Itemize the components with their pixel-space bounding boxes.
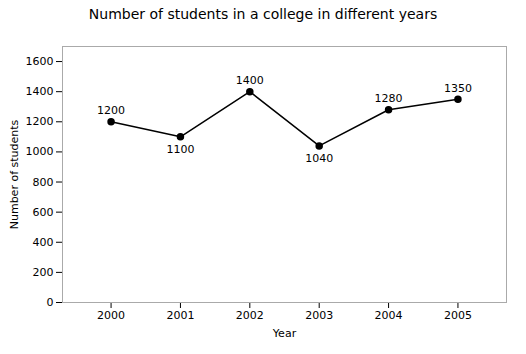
- svg-text:1400: 1400: [236, 74, 264, 87]
- svg-text:1280: 1280: [375, 92, 403, 105]
- svg-text:400: 400: [33, 236, 54, 249]
- svg-text:Year: Year: [272, 327, 297, 340]
- svg-text:2002: 2002: [236, 309, 264, 322]
- svg-text:1200: 1200: [97, 104, 125, 117]
- svg-text:200: 200: [33, 266, 54, 279]
- svg-text:1400: 1400: [26, 85, 54, 98]
- svg-text:2000: 2000: [97, 309, 125, 322]
- svg-text:800: 800: [33, 176, 54, 189]
- svg-text:1040: 1040: [305, 152, 333, 165]
- svg-text:1350: 1350: [444, 82, 472, 95]
- svg-text:0: 0: [47, 296, 54, 309]
- svg-text:1600: 1600: [26, 55, 54, 68]
- svg-text:2005: 2005: [444, 309, 472, 322]
- svg-text:2003: 2003: [305, 309, 333, 322]
- svg-text:1000: 1000: [26, 145, 54, 158]
- svg-text:2004: 2004: [375, 309, 403, 322]
- svg-text:600: 600: [33, 206, 54, 219]
- svg-text:2001: 2001: [166, 309, 194, 322]
- html-text:Number of students in a colleg: Number of students in a college in diffe…: [88, 6, 438, 22]
- svg-text:Number of students: Number of students: [8, 119, 21, 229]
- svg-text:1100: 1100: [166, 143, 194, 156]
- svg-text:1200: 1200: [26, 115, 54, 128]
